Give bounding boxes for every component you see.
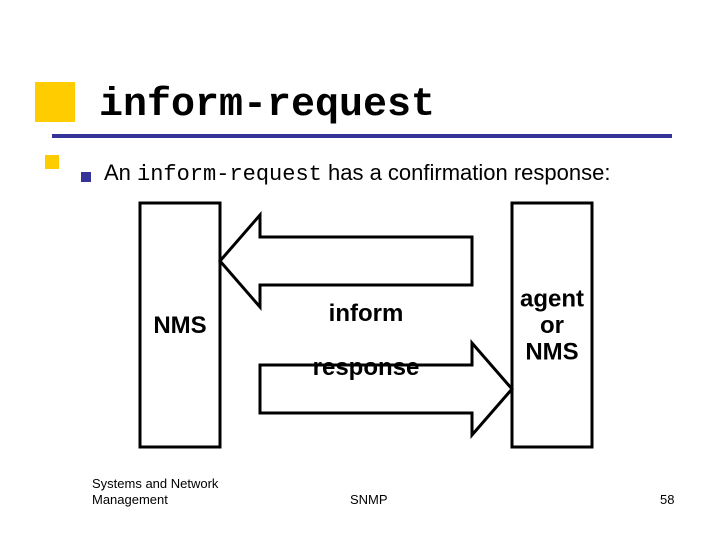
inform-label: inform <box>329 300 404 327</box>
inform-arrow <box>220 215 472 307</box>
decor-square-large <box>35 82 75 122</box>
bullet-code: inform-request <box>137 162 322 187</box>
decor-square-small <box>45 155 59 169</box>
agent-label-line: or <box>540 312 564 339</box>
footer-left: Systems and Network Management <box>92 476 218 507</box>
title-underline <box>52 134 672 138</box>
agent-label-line: agent <box>520 286 584 313</box>
bullet-prefix: An <box>104 160 137 185</box>
footer-page-number: 58 <box>660 492 674 507</box>
bullet-icon <box>81 172 91 182</box>
nms-label: NMS <box>153 312 206 339</box>
response-label: response <box>313 354 420 381</box>
slide-title: inform-request <box>99 83 435 128</box>
bullet-line: An inform-request has a confirmation res… <box>104 160 610 187</box>
bullet-suffix: has a confirmation response: <box>322 160 611 185</box>
footer-center: SNMP <box>350 492 388 507</box>
agent-label-line: NMS <box>525 338 578 365</box>
footer-left-line1: Systems and Network <box>92 476 218 492</box>
inform-response-diagram: NMSagentorNMSinformresponse <box>134 195 596 455</box>
footer-left-line2: Management <box>92 492 218 508</box>
